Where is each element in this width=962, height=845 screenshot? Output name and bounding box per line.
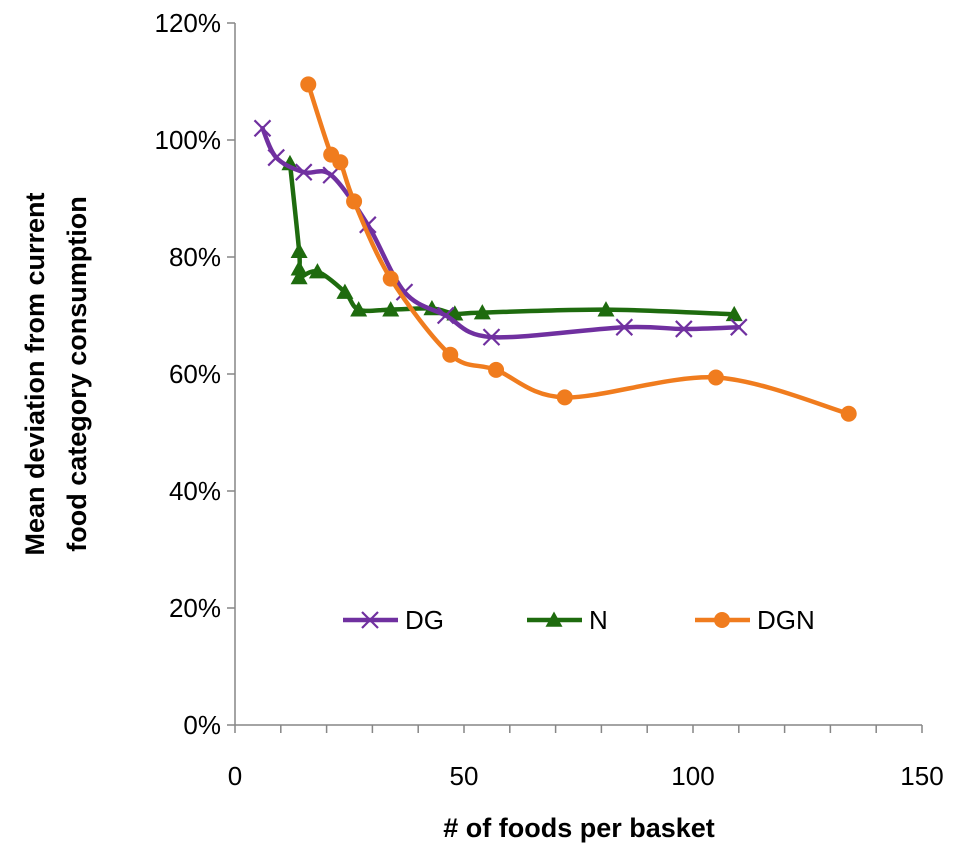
data-point-n xyxy=(336,283,354,299)
data-point-dg xyxy=(267,148,285,167)
series-line-dgn xyxy=(306,82,851,417)
series-layer xyxy=(253,76,857,422)
series-line-n xyxy=(287,161,737,317)
x-tick-label: 100 xyxy=(671,761,714,791)
x-axis: 0 50 100 150 xyxy=(228,724,944,791)
legend: DG N DGN xyxy=(343,605,815,635)
data-point-n xyxy=(350,301,368,317)
data-point-dgn xyxy=(382,270,399,287)
data-point-dgn xyxy=(300,76,317,93)
data-point-dgn xyxy=(840,405,857,422)
data-point-n xyxy=(290,268,308,285)
y-axis-title: Mean deviation from current food category… xyxy=(20,192,92,555)
y-axis-title-line: Mean deviation from current xyxy=(20,192,50,555)
data-point-dg xyxy=(436,306,455,325)
data-point-dgn xyxy=(332,154,349,171)
legend-marker-dgn xyxy=(714,612,730,628)
data-point-n xyxy=(725,305,743,322)
data-point-n xyxy=(308,263,326,279)
y-tick-label: 80% xyxy=(169,242,221,272)
y-tick-label: 100% xyxy=(155,125,222,155)
legend-item-dgn: DGN xyxy=(695,605,815,635)
data-point-n xyxy=(290,242,308,258)
data-point-dg xyxy=(675,320,693,338)
y-axis: 0% 20% 40% 60% 80% 100% 120% xyxy=(155,8,236,740)
data-point-n xyxy=(597,301,615,317)
x-axis-title: # of foods per basket xyxy=(443,813,715,843)
data-point-n xyxy=(290,260,308,276)
legend-label-n: N xyxy=(589,605,608,635)
data-point-dgn xyxy=(556,389,573,406)
legend-marker-dg xyxy=(361,611,379,629)
data-point-dg xyxy=(322,166,340,184)
data-point-dg xyxy=(294,163,313,181)
legend-label-dg: DG xyxy=(405,605,444,635)
series-n xyxy=(281,154,743,322)
x-tick-label: 0 xyxy=(228,761,242,791)
data-point-dg xyxy=(615,318,634,336)
y-tick-label: 0% xyxy=(183,710,221,740)
series-dgn xyxy=(300,76,857,422)
legend-item-n: N xyxy=(527,605,608,635)
legend-label-dgn: DGN xyxy=(757,605,815,635)
data-point-dg xyxy=(253,119,272,138)
y-tick-label: 120% xyxy=(155,8,222,38)
y-tick-label: 20% xyxy=(169,593,221,623)
x-tick-label: 50 xyxy=(450,761,479,791)
x-tick-label: 150 xyxy=(900,761,943,791)
data-point-n xyxy=(382,301,400,317)
data-point-dg xyxy=(730,318,748,336)
data-point-dgn xyxy=(346,193,363,210)
y-axis-title-line: food category consumption xyxy=(62,196,92,552)
data-point-dg xyxy=(482,328,501,346)
data-point-dgn xyxy=(707,369,724,386)
data-point-dgn xyxy=(442,346,459,363)
legend-marker-n xyxy=(545,611,563,627)
data-point-dgn xyxy=(488,361,505,378)
legend-item-dg: DG xyxy=(343,605,444,635)
data-point-dg xyxy=(395,283,414,301)
data-point-n xyxy=(473,304,491,320)
series-dg xyxy=(253,119,748,346)
y-tick-label: 60% xyxy=(169,359,221,389)
y-tick-label: 40% xyxy=(169,476,221,506)
